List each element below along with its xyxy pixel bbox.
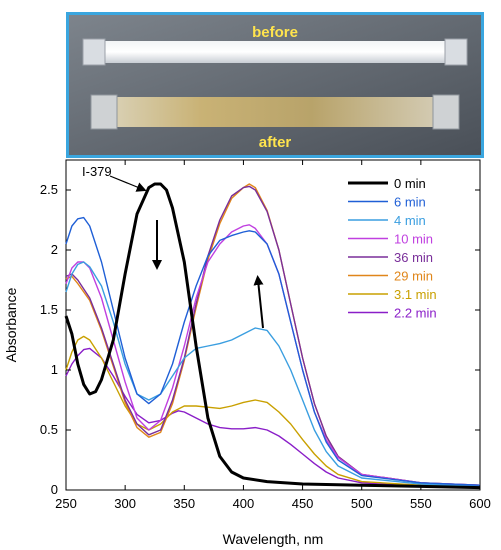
x-tick-label: 550 [410,496,432,511]
legend-label: 0 min [394,176,426,191]
legend-label: 10 min [394,232,433,247]
lamp-after-left-cap [90,94,118,130]
lamp-before-shape [83,41,467,63]
legend-label: 2.2 min [394,306,437,321]
series-line-2-2-min [65,347,481,489]
y-axis-label: Absorbance [3,287,19,362]
lamp-before-right-cap [444,38,468,66]
legend-label: 36 min [394,250,433,265]
y-tick-label: 1.5 [40,302,58,317]
legend: 0 min 6 min 4 min 10 min 36 min 29 min 3.1 min… [348,176,437,321]
legend-label: 6 min [394,195,426,210]
annotation-arrow [109,175,147,192]
x-tick-label: 400 [233,496,255,511]
x-tick-label: 300 [114,496,136,511]
y-tick-label: 2 [51,242,58,257]
y-tick-label: 1 [51,362,58,377]
y-tick-label: 0 [51,482,58,497]
lamp-after-right-cap [432,94,460,130]
x-tick-label: 500 [351,496,373,511]
series-line-0-min [64,182,481,490]
x-axis-ticks: 250 300 350 400 450 500 550 600 [55,160,491,511]
lamp-after-shape [91,97,459,127]
series-layer [64,182,481,490]
x-tick-label: 350 [173,496,195,511]
series-line-4-min [65,261,481,488]
lamp-before-left-cap [82,38,106,66]
after-label: after [259,134,292,151]
absorbance-chart: 250 300 350 400 450 500 550 600 0 0.5 1 1.5 2 2.5 0 … [3,159,491,547]
before-label: before [252,24,298,41]
photo-background [69,15,481,155]
x-tick-label: 600 [469,496,491,511]
lamp-photo: before after [69,15,481,155]
plot-frame [65,159,481,491]
x-tick-label: 250 [55,496,77,511]
x-axis-label: Wavelength, nm [223,531,324,547]
legend-label: 29 min [394,269,433,284]
y-tick-label: 0.5 [40,422,58,437]
annotation-label: I-379 [82,164,112,179]
legend-label: 4 min [394,213,426,228]
legend-label: 3.1 min [394,287,437,302]
y-axis-ticks: 0 0.5 1 1.5 2 2.5 [40,182,480,497]
increase-arrow [253,275,264,329]
photo-panel: before after [66,12,484,158]
series-line-3-1-min [65,335,481,488]
y-tick-label: 2.5 [40,182,58,197]
x-tick-label: 450 [292,496,314,511]
series-line-6-min [65,216,481,486]
